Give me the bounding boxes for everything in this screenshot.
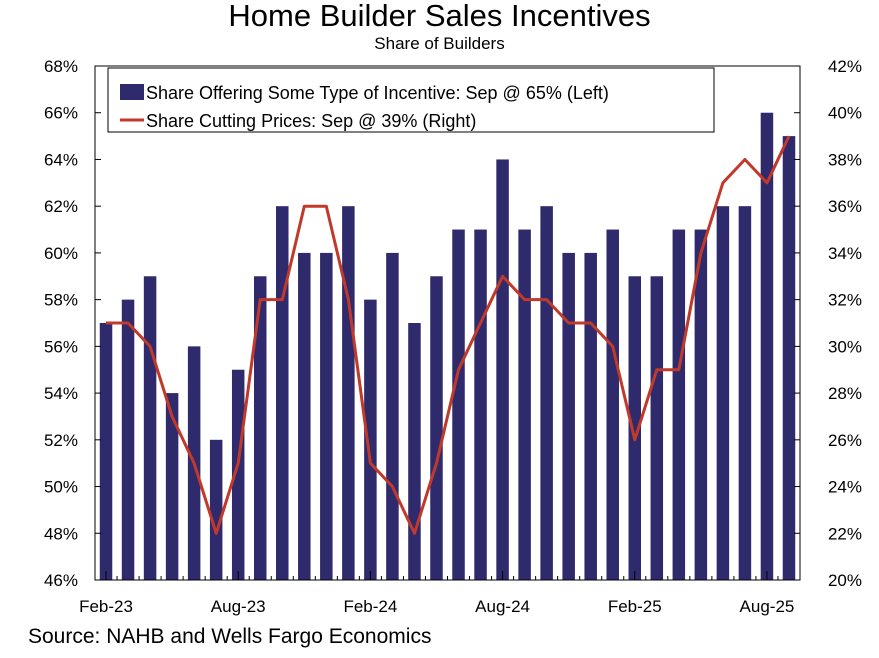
right-tick-label: 36%	[828, 197, 862, 216]
bar-series	[99, 112, 796, 581]
bar-Jan-25	[606, 229, 619, 580]
left-tick-label: 66%	[44, 104, 78, 123]
x-tick-label: Aug-25	[740, 597, 795, 616]
bar-Sep-23	[253, 276, 267, 580]
chart-title: Home Builder Sales Incentives	[228, 0, 651, 33]
bar-Oct-23	[276, 206, 289, 580]
right-tick-label: 32%	[828, 291, 862, 310]
chart-subtitle: Share of Builders	[374, 34, 505, 53]
right-tick-label: 26%	[828, 431, 862, 450]
right-tick-label: 30%	[828, 337, 862, 356]
right-tick-label: 40%	[828, 104, 862, 123]
bar-Dec-24	[584, 252, 597, 580]
bar-Jun-25	[716, 206, 730, 580]
right-tick-label: 24%	[828, 478, 862, 497]
bar-Sep-24	[518, 229, 531, 580]
x-tick-label: Feb-25	[608, 597, 662, 616]
legend-box	[107, 67, 715, 133]
bar-Feb-24	[364, 299, 377, 580]
x-tick-label: Aug-23	[211, 597, 266, 616]
left-tick-label: 54%	[44, 384, 78, 403]
right-tick-label: 38%	[828, 150, 862, 169]
legend-bar-swatch	[120, 84, 144, 100]
bar-Dec-23	[320, 252, 333, 580]
right-tick-label: 22%	[828, 524, 862, 543]
right-tick-label: 20%	[828, 571, 862, 590]
chart-svg: 46% 48% 50% 52% 54% 56% 58% 60% 62% 64% 66% 68% 20% 2…	[44, 57, 862, 616]
left-tick-label: 62%	[44, 197, 78, 216]
bar-Apr-25	[672, 229, 686, 580]
bar-Aug-23	[231, 369, 245, 580]
right-tick-label: 34%	[828, 244, 862, 263]
legend-line-label: Share Cutting Prices: Sep @ 39% (Right)	[146, 111, 476, 131]
left-tick-label: 58%	[44, 291, 78, 310]
left-tick-label: 60%	[44, 244, 78, 263]
bar-Aug-25	[760, 112, 774, 581]
left-tick-label: 68%	[44, 57, 78, 76]
right-tick-label: 42%	[828, 57, 862, 76]
bar-May-23	[165, 393, 179, 580]
left-tick-label: 50%	[44, 478, 78, 497]
plot-frame	[94, 65, 801, 581]
left-tick-label: 64%	[44, 150, 78, 169]
legend-bar-label: Share Offering Some Type of Incentive: S…	[146, 83, 609, 103]
price-cut-line	[106, 135, 791, 535]
bar-Apr-24	[408, 323, 421, 580]
left-tick-label: 56%	[44, 337, 78, 356]
bar-Sep-25	[782, 136, 796, 580]
x-tick-label: Feb-23	[79, 597, 133, 616]
bar-Mar-25	[650, 276, 664, 580]
bar-Jul-23	[209, 439, 223, 580]
bar-Apr-23	[143, 276, 157, 580]
bar-Jul-25	[738, 206, 752, 580]
line-series	[105, 135, 791, 535]
left-tick-label: 46%	[44, 571, 78, 590]
left-tick-label: 52%	[44, 431, 78, 450]
bar-Jul-24	[474, 229, 487, 580]
bar-May-25	[694, 229, 708, 580]
source-note: Source: NAHB and Wells Fargo Economics	[28, 625, 432, 648]
bar-Mar-24	[386, 252, 399, 580]
bar-Oct-24	[540, 206, 553, 580]
bar-Mar-23	[121, 299, 135, 580]
x-tick-label: Aug-24	[475, 597, 530, 616]
legend: Share Offering Some Type of Incentive: S…	[107, 67, 715, 133]
bar-Jan-24	[342, 206, 355, 580]
left-tick-label: 48%	[44, 524, 78, 543]
right-tick-label: 28%	[828, 384, 862, 403]
bar-Feb-23	[99, 323, 113, 580]
bar-May-24	[430, 276, 443, 580]
axes: 46% 48% 50% 52% 54% 56% 58% 60% 62% 64% 66% 68% 20% 2…	[44, 57, 862, 616]
bar-Feb-25	[628, 276, 642, 580]
x-tick-label: Feb-24	[343, 597, 397, 616]
bar-Nov-24	[562, 252, 575, 580]
bar-Jun-24	[452, 229, 465, 580]
bar-Nov-23	[298, 252, 311, 580]
bar-Aug-24	[496, 159, 509, 581]
